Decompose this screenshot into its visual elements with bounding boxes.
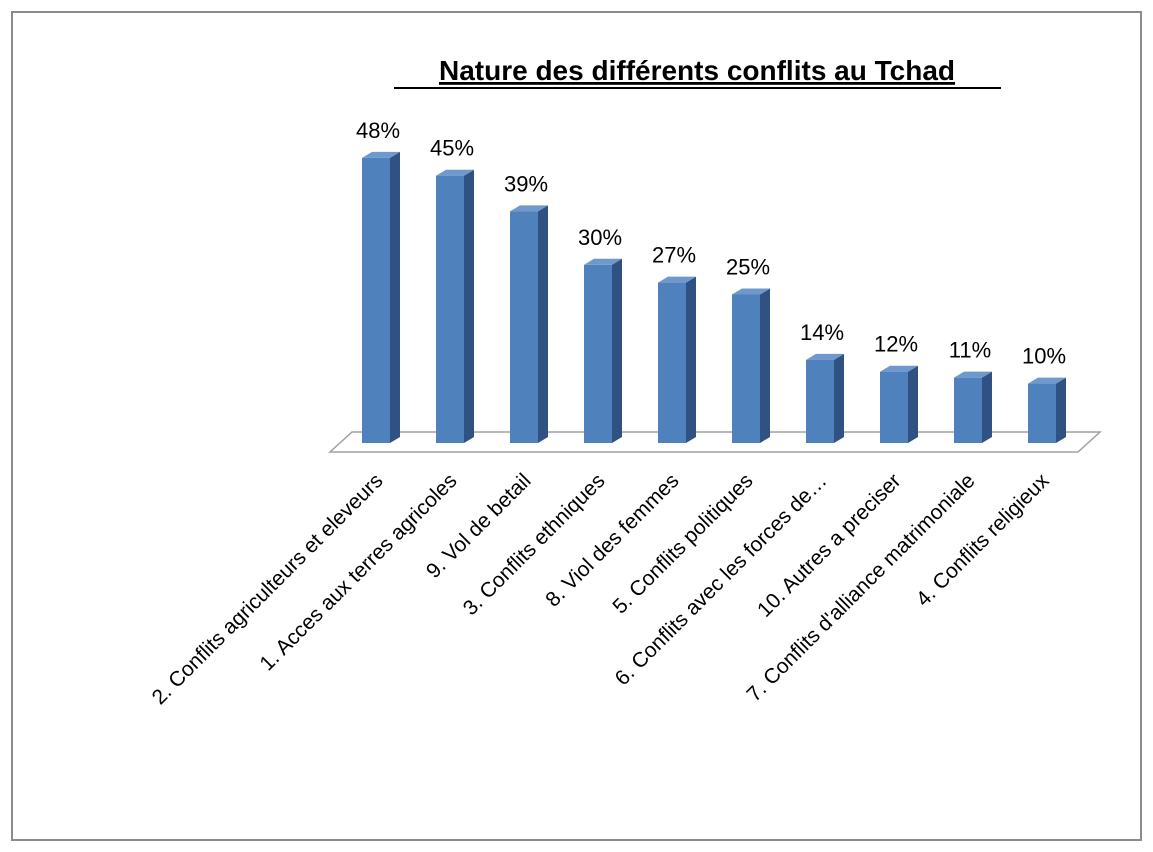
bar-side — [538, 205, 548, 443]
bar — [954, 377, 982, 443]
bar-top — [880, 365, 918, 372]
value-label: 11% — [949, 338, 991, 363]
bar-side — [760, 288, 770, 443]
bar-side — [1056, 377, 1066, 443]
bar — [436, 175, 464, 443]
chart-title: Nature des différents conflits au Tchad — [439, 55, 955, 86]
bar-top — [362, 151, 400, 158]
value-label: 10% — [1022, 344, 1066, 369]
bar — [510, 211, 538, 443]
bar-side — [982, 371, 992, 443]
bar-top — [954, 371, 992, 378]
bar-side — [464, 169, 474, 443]
bar-top — [584, 258, 622, 265]
bar — [732, 294, 760, 443]
bar-side — [390, 151, 400, 443]
bar-side — [834, 353, 844, 443]
value-label: 39% — [504, 171, 548, 196]
bar-side — [686, 276, 696, 443]
value-label: 30% — [578, 225, 622, 250]
value-label: 27% — [652, 243, 696, 268]
bar-top — [732, 288, 770, 295]
bar-side — [612, 258, 622, 443]
bar-side — [908, 365, 918, 443]
bar — [880, 371, 908, 443]
bar-top — [436, 169, 474, 176]
value-label: 48% — [356, 118, 400, 143]
bar — [806, 359, 834, 443]
value-label: 45% — [430, 136, 474, 161]
value-label: 25% — [726, 255, 770, 280]
value-label: 12% — [874, 332, 918, 357]
bar — [658, 282, 686, 443]
value-label: 14% — [800, 320, 844, 345]
bar-top — [1028, 377, 1066, 384]
bar — [362, 157, 390, 443]
bar — [584, 264, 612, 443]
bar-top — [510, 205, 548, 212]
bar — [1028, 383, 1056, 443]
bar-top — [658, 276, 696, 283]
bar-top — [806, 353, 844, 360]
chart-frame — [11, 11, 1142, 841]
